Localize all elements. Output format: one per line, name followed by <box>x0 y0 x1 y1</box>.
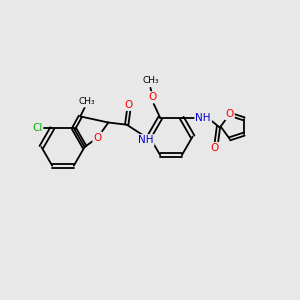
Text: Cl: Cl <box>32 123 42 133</box>
Text: O: O <box>125 100 133 110</box>
Text: O: O <box>211 143 219 153</box>
Text: CH₃: CH₃ <box>78 98 95 106</box>
Text: NH: NH <box>138 135 153 145</box>
Text: O: O <box>148 92 156 102</box>
Text: O: O <box>226 109 234 119</box>
Text: CH₃: CH₃ <box>142 76 159 85</box>
Text: O: O <box>93 133 102 142</box>
Text: NH: NH <box>195 113 211 123</box>
